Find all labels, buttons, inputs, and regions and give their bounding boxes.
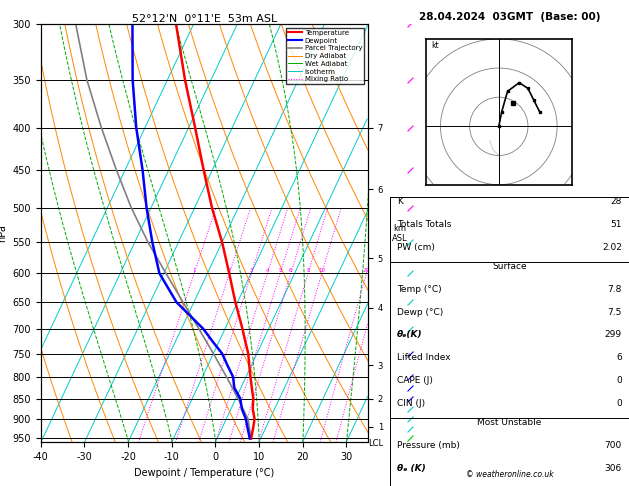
Text: 1: 1 <box>192 268 196 273</box>
Text: CAPE (J): CAPE (J) <box>397 376 433 385</box>
Text: 2: 2 <box>228 268 231 273</box>
Text: Temp (°C): Temp (°C) <box>397 285 442 294</box>
Y-axis label: hPa: hPa <box>0 225 7 242</box>
Text: LCL: LCL <box>368 438 383 448</box>
Text: 28: 28 <box>611 197 622 206</box>
Text: 51: 51 <box>610 220 622 229</box>
Y-axis label: km
ASL: km ASL <box>392 224 408 243</box>
Text: 10: 10 <box>318 268 325 273</box>
Text: 20: 20 <box>363 268 370 273</box>
Text: 0: 0 <box>616 399 622 408</box>
Text: 7.8: 7.8 <box>608 285 622 294</box>
Text: Pressure (mb): Pressure (mb) <box>397 441 460 450</box>
X-axis label: Dewpoint / Temperature (°C): Dewpoint / Temperature (°C) <box>135 468 274 478</box>
Text: 6: 6 <box>616 353 622 362</box>
Text: 306: 306 <box>604 464 622 473</box>
Text: 299: 299 <box>604 330 622 339</box>
Text: 700: 700 <box>604 441 622 450</box>
Text: 6: 6 <box>289 268 292 273</box>
Text: 5: 5 <box>279 268 282 273</box>
Text: 28.04.2024  03GMT  (Base: 00): 28.04.2024 03GMT (Base: 00) <box>419 12 600 22</box>
Text: Surface: Surface <box>492 262 527 271</box>
Text: Dewp (°C): Dewp (°C) <box>397 308 443 316</box>
Text: Most Unstable: Most Unstable <box>477 418 542 427</box>
Text: θₑ(K): θₑ(K) <box>397 330 423 339</box>
Text: 7.5: 7.5 <box>608 308 622 316</box>
Text: K: K <box>397 197 403 206</box>
Text: 2.02: 2.02 <box>602 243 622 252</box>
Text: CIN (J): CIN (J) <box>397 399 425 408</box>
Text: PW (cm): PW (cm) <box>397 243 435 252</box>
Text: Lifted Index: Lifted Index <box>397 353 451 362</box>
Text: 4: 4 <box>265 268 269 273</box>
Text: © weatheronline.co.uk: © weatheronline.co.uk <box>465 469 554 479</box>
Text: 0: 0 <box>616 376 622 385</box>
Text: 3: 3 <box>250 268 253 273</box>
Text: θₑ (K): θₑ (K) <box>397 464 426 473</box>
Text: kt: kt <box>431 41 439 50</box>
Text: Totals Totals: Totals Totals <box>397 220 452 229</box>
Title: 52°12'N  0°11'E  53m ASL: 52°12'N 0°11'E 53m ASL <box>132 14 277 23</box>
Legend: Temperature, Dewpoint, Parcel Trajectory, Dry Adiabat, Wet Adiabat, Isotherm, Mi: Temperature, Dewpoint, Parcel Trajectory… <box>286 28 364 85</box>
Text: 8: 8 <box>306 268 310 273</box>
